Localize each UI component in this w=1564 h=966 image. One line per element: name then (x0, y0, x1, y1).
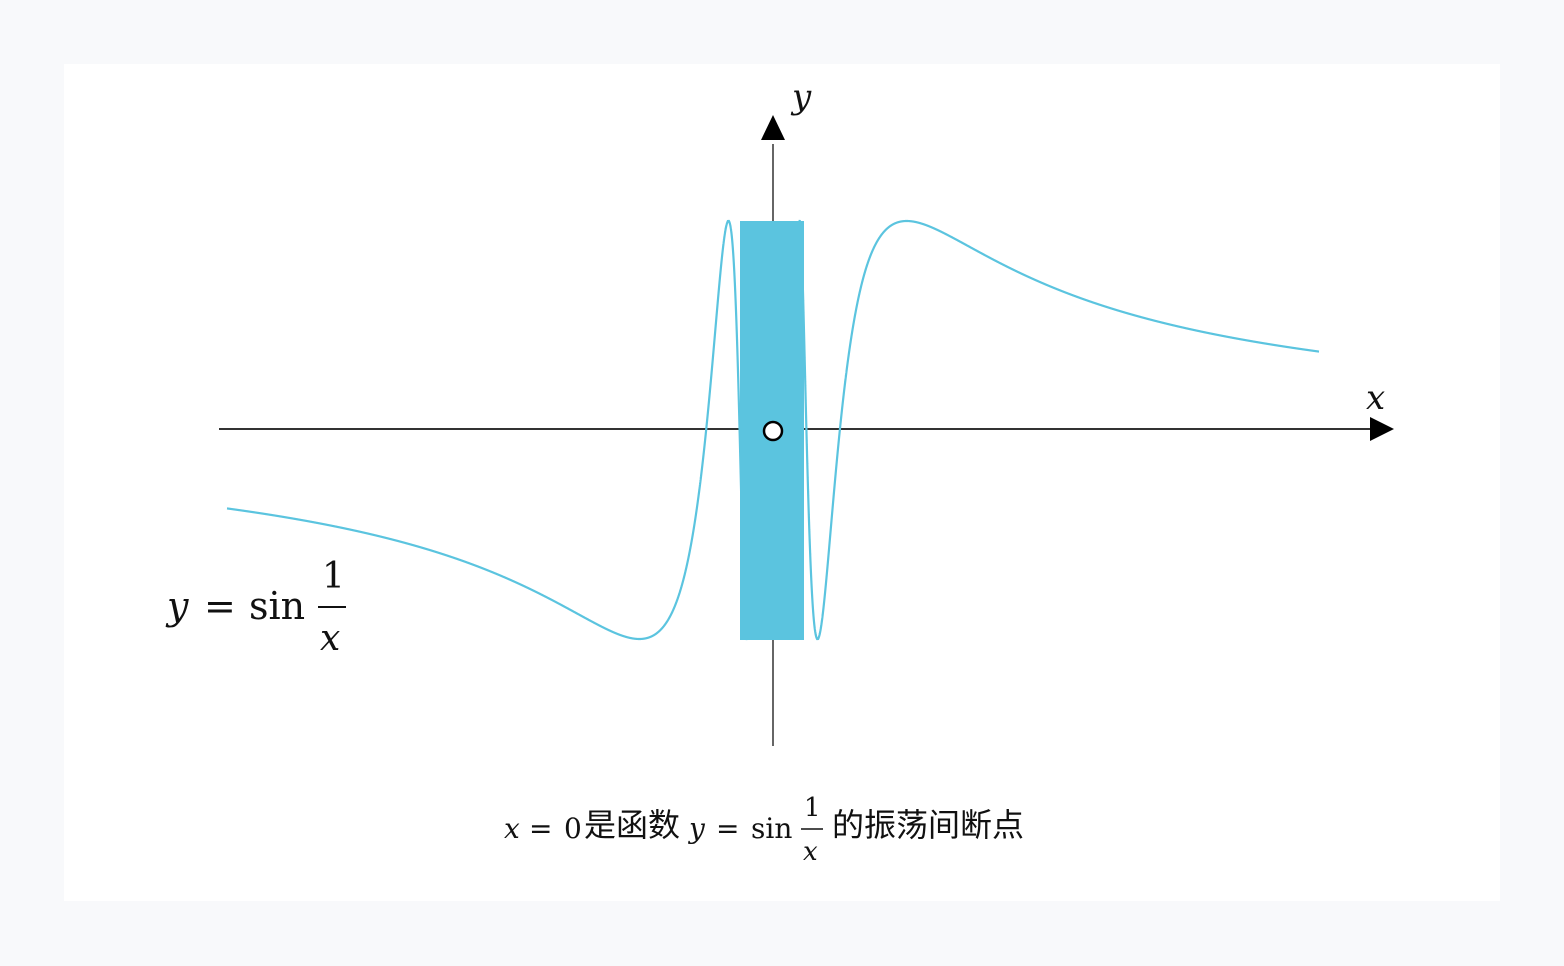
y-axis-label: y (790, 77, 812, 117)
caption-equals: = (529, 812, 552, 845)
curve-label-lhs: y (165, 584, 189, 628)
sin-inverse-x-curve (226, 219, 1320, 641)
caption-fn-numerator: 1 (804, 793, 821, 823)
caption-zero: 0 (564, 812, 582, 845)
caption-fn-sin: sin (751, 812, 792, 845)
caption-fn-denominator: x (803, 837, 818, 867)
curve-label-sin: sin (249, 584, 305, 628)
curve-label-equals: = (204, 584, 236, 628)
caption-text-is-function: 是函数 (584, 806, 680, 844)
y-axis-arrow (761, 115, 785, 140)
oscillating-discontinuity-diagram: x y y = sin 1 x x = 0 是函数 y = sin 1 x 的振… (165, 77, 1394, 867)
caption-text-suffix: 的振荡间断点 (832, 806, 1024, 844)
caption-fn-y: y (687, 812, 706, 845)
curve-label-numerator: 1 (322, 556, 345, 597)
x-axis-label: x (1366, 378, 1385, 418)
curve-label-denominator: x (320, 618, 340, 659)
caption-x: x (504, 812, 520, 845)
caption-fn-equals: = (716, 812, 739, 845)
figure-card: x y y = sin 1 x x = 0 是函数 y = sin 1 x 的振… (64, 64, 1500, 901)
caption: x = 0 是函数 y = sin 1 x 的振荡间断点 (504, 793, 1024, 867)
x-axis-arrow (1370, 417, 1394, 441)
discontinuity-point (762, 420, 784, 442)
curve-formula-label: y = sin 1 x (165, 556, 346, 659)
